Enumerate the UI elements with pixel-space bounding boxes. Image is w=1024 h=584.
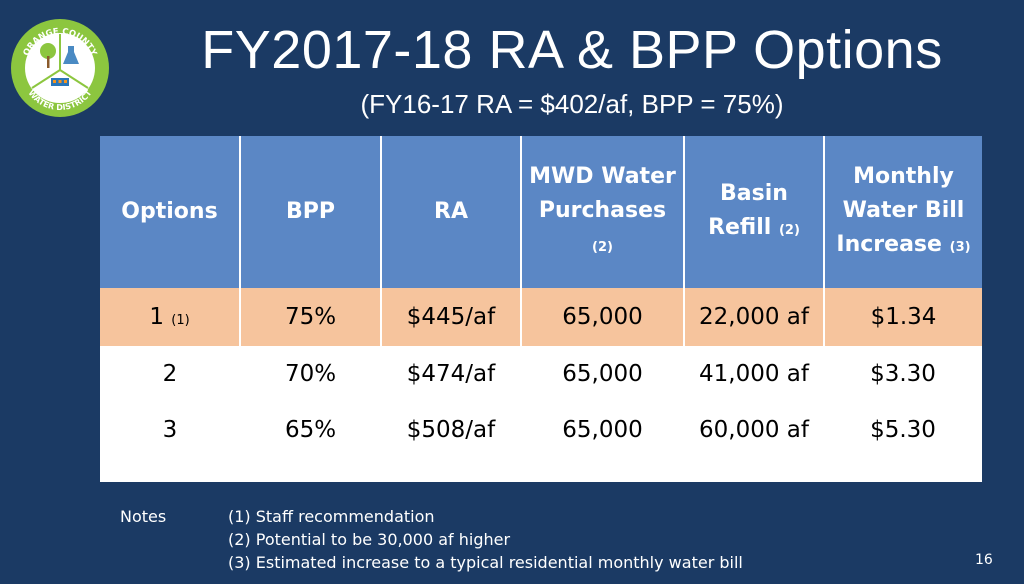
cell-option: 2 xyxy=(162,361,178,387)
cell-ra: $474/af xyxy=(406,361,496,387)
options-table-container: Options BPP RA MWD Water Purchases (2) Ba… xyxy=(100,136,982,482)
slide-subtitle: (FY16-17 RA = $402/af, BPP = 75%) xyxy=(360,89,784,119)
cell-basin-refill: 60,000 af xyxy=(699,417,809,443)
notes-label: Notes xyxy=(120,507,167,526)
cell-bpp: 75% xyxy=(240,288,382,346)
ocwd-logo: ORANGE COUNTY WATER DISTRICT xyxy=(10,18,110,118)
cell-bill-increase: $3.30 xyxy=(870,361,936,387)
page-number: 16 xyxy=(975,552,993,568)
cell-option: 3 xyxy=(162,417,178,443)
slide-title: FY2017-18 RA & BPP Options xyxy=(201,20,943,80)
header-monthly-bill-increase: Monthly Water Bill Increase (3) xyxy=(823,136,982,288)
table-row-option-1: 1 (1) 75% $445/af 65,000 22,000 af $1.34 xyxy=(100,288,982,346)
cell-bpp: 65% xyxy=(284,417,337,443)
ocwd-logo-graphic: ORANGE COUNTY WATER DISTRICT xyxy=(11,19,109,117)
option-footnote-marker: (1) xyxy=(171,313,190,328)
cell-ra: $508/af xyxy=(406,417,496,443)
header-footnote-marker: (2) xyxy=(592,239,613,255)
cell-mwd: 65,000 xyxy=(521,288,685,346)
cell-ra: $445/af xyxy=(381,288,522,346)
options-table: Options BPP RA MWD Water Purchases (2) Ba… xyxy=(100,136,982,458)
table-row-option-2: 2 70% $474/af 65,000 41,000 af $3.30 xyxy=(100,346,982,402)
cell-basin-refill: 41,000 af xyxy=(699,361,809,387)
note-item: (2) Potential to be 30,000 af higher xyxy=(228,530,511,549)
note-item: (3) Estimated increase to a typical resi… xyxy=(228,553,743,572)
cell-basin-refill: 22,000 af xyxy=(684,288,825,346)
header-basin-refill: Basin Refill (2) xyxy=(683,136,825,288)
header-footnote-marker: (2) xyxy=(778,222,800,238)
note-item: (1) Staff recommendation xyxy=(228,507,435,526)
table-row-option-3: 3 65% $508/af 65,000 60,000 af $5.30 xyxy=(100,402,982,458)
cell-mwd: 65,000 xyxy=(562,361,643,387)
header-ra: RA xyxy=(380,136,522,288)
cell-bill-increase: $5.30 xyxy=(870,417,936,443)
cell-mwd: 65,000 xyxy=(562,417,643,443)
header-footnote-marker: (3) xyxy=(949,239,971,255)
cell-option: 1 (1) xyxy=(100,288,241,346)
table-header-row: Options BPP RA MWD Water Purchases (2) Ba… xyxy=(100,136,982,288)
header-options: Options xyxy=(100,136,241,288)
notes-list: (1) Staff recommendation (2) Potential t… xyxy=(228,505,928,574)
header-mwd-water-purchases: MWD Water Purchases (2) xyxy=(520,136,685,288)
header-bpp: BPP xyxy=(239,136,382,288)
cell-bill-increase: $1.34 xyxy=(824,288,982,346)
cell-bpp: 70% xyxy=(284,361,337,387)
